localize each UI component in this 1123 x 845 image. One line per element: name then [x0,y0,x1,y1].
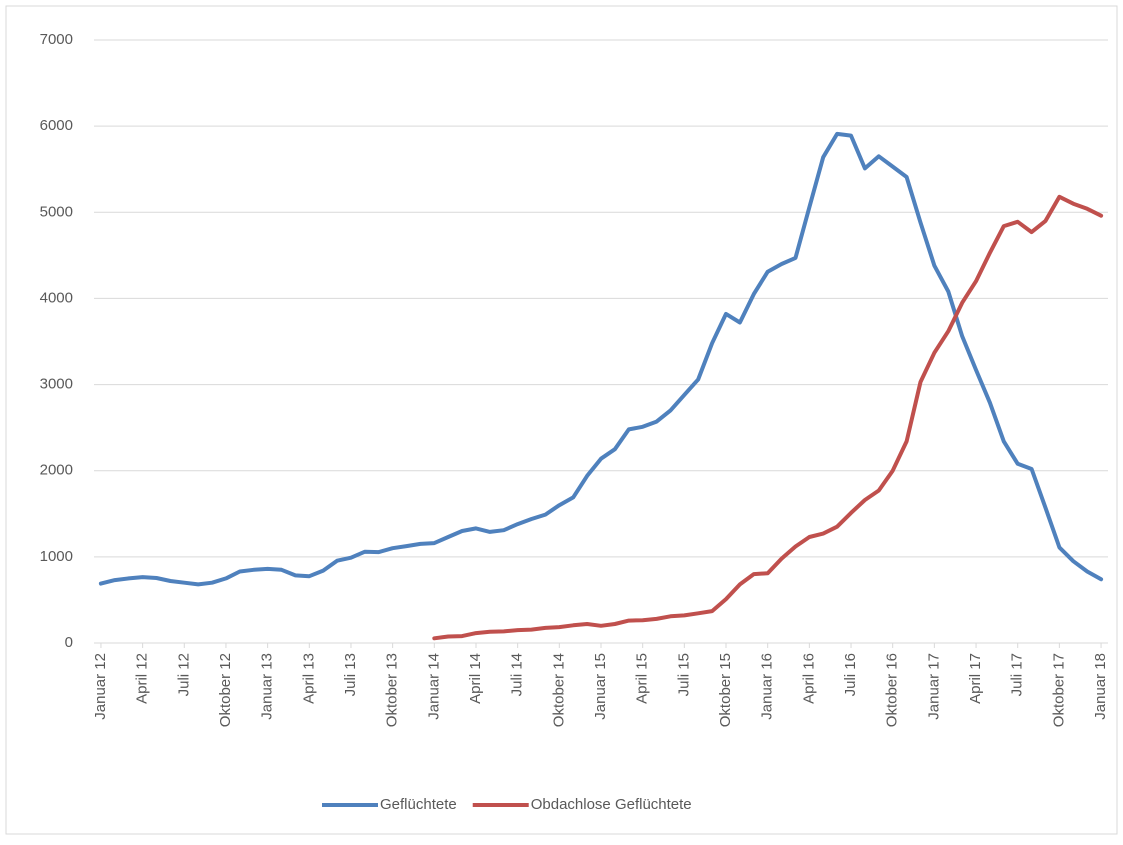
x-tick-label: Januar 16 [759,653,776,720]
x-tick-label: Juli 14 [509,653,526,696]
legend-label: Geflüchtete [380,796,457,813]
x-tick-label: Oktober 14 [550,653,567,727]
x-tick-label: Juli 12 [175,653,192,696]
x-tick-label: Januar 17 [925,653,942,720]
y-tick-label: 5000 [40,203,73,220]
y-tick-label: 6000 [40,117,73,134]
x-tick-label: Januar 15 [592,653,609,720]
x-tick-label: Januar 14 [425,653,442,720]
x-tick-label: April 13 [300,653,317,704]
x-tick-label: Oktober 17 [1050,653,1067,727]
x-tick-label: Oktober 13 [384,653,401,727]
chart-border [5,5,1118,835]
x-tick-label: Januar 13 [259,653,276,720]
x-tick-label: Juli 16 [842,653,859,696]
x-tick-label: April 12 [134,653,151,704]
x-tick-label: Oktober 16 [884,653,901,727]
y-tick-label: 2000 [40,462,73,479]
x-tick-label: Januar 12 [92,653,109,720]
x-tick-label: April 14 [467,653,484,704]
x-tick-label: April 17 [967,653,984,704]
y-tick-label: 4000 [40,289,73,306]
x-tick-label: Oktober 15 [717,653,734,727]
series-line [98,131,1104,587]
x-tick-label: April 15 [634,653,651,704]
y-tick-label: 7000 [40,31,73,48]
y-tick-label: 1000 [40,548,73,565]
y-tick-label: 0 [65,634,73,651]
x-tick-label: Juli 17 [1009,653,1026,696]
x-tick-label: Juli 15 [675,653,692,696]
x-tick-label: Oktober 12 [217,653,234,727]
x-tick-label: April 16 [800,653,817,704]
y-tick-label: 3000 [40,376,73,393]
legend-label: Obdachlose Geflüchtete [531,796,692,813]
series-line [432,194,1104,641]
x-tick-label: Juli 13 [342,653,359,696]
x-tick-label: Januar 18 [1092,653,1109,720]
